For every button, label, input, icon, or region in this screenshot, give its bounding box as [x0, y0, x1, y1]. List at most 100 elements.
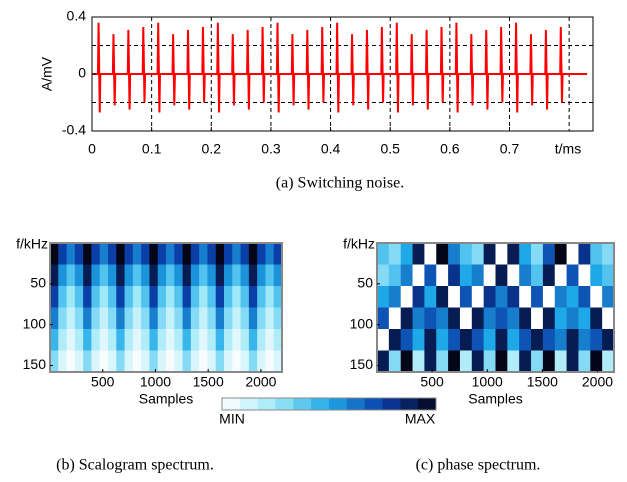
heatmap-cell: [507, 329, 520, 351]
heatmap-cell: [232, 243, 242, 265]
heatmap-cell: [273, 350, 283, 373]
heatmap-cell: [108, 243, 117, 265]
heatmap-cell: [66, 307, 76, 330]
heatmap-cell: [377, 286, 390, 308]
heatmap-cell: [66, 264, 76, 287]
heatmap-cell: [108, 350, 117, 373]
heatmap-cell: [459, 350, 473, 373]
heatmap-cell: [566, 264, 579, 287]
heatmap-cell: [190, 350, 200, 373]
heatmap-cell: [240, 243, 250, 265]
heatmap-cell: [388, 329, 402, 351]
heatmap-cell: [108, 329, 117, 351]
heatmap-cell: [590, 243, 603, 265]
x-axis-label: Samples: [468, 391, 522, 407]
heatmap-cell: [412, 264, 425, 287]
heatmap-cell: [232, 264, 242, 287]
heatmap-cell: [132, 243, 142, 265]
heatmap-cell: [50, 307, 59, 330]
heatmap-cell: [388, 264, 402, 287]
heatmap-cell: [157, 350, 167, 373]
heatmap-cell: [554, 307, 568, 330]
heatmap-cell: [83, 307, 92, 330]
heatmap-cell: [590, 350, 603, 373]
heatmap-cell: [132, 350, 142, 373]
heatmap-cell: [471, 243, 485, 265]
x-tick-label: 1500: [527, 374, 558, 390]
heatmap-cell: [240, 286, 250, 308]
heatmap-cell: [248, 286, 258, 308]
heatmap-cell: [66, 286, 76, 308]
heatmap-cell: [199, 350, 208, 373]
heatmap-cell: [157, 243, 167, 265]
x-axis-label: Samples: [139, 391, 193, 407]
heatmap-cell: [602, 350, 615, 373]
y-tick-label: 0: [78, 65, 86, 81]
heatmap-cell: [602, 286, 615, 308]
heatmap-cell: [602, 264, 615, 287]
heatmap-cell: [495, 286, 508, 308]
heatmap-cell: [483, 243, 496, 265]
heatmap-cell: [542, 350, 556, 373]
colorbar-min-label: MIN: [219, 411, 245, 427]
heatmap-cell: [542, 329, 556, 351]
heatmap-cell: [182, 286, 192, 308]
heatmap-cell: [554, 329, 568, 351]
heatmap-cell: [182, 307, 192, 330]
heatmap-cell: [132, 329, 142, 351]
heatmap-cell: [141, 307, 150, 330]
heatmap-cell: [531, 307, 544, 330]
heatmap-cell: [495, 243, 508, 265]
heatmap-cell: [83, 264, 92, 287]
heatmap-cell: [578, 286, 591, 308]
x-tick-label: 0.1: [142, 141, 162, 157]
heatmap-cell: [424, 286, 437, 308]
heatmap-cell: [412, 350, 425, 373]
heatmap-cell: [265, 350, 275, 373]
heatmap-cell: [566, 350, 579, 373]
heatmap-cell: [412, 329, 425, 351]
heatmap-cell: [157, 264, 167, 287]
heatmap-cell: [257, 264, 266, 287]
heatmap-cell: [578, 350, 591, 373]
heatmap-cell: [602, 307, 615, 330]
heatmap-cell: [483, 307, 496, 330]
heatmap-cell: [132, 307, 142, 330]
heatmap-cell: [471, 286, 485, 308]
heatmap-cell: [141, 264, 150, 287]
heatmap-cell: [590, 286, 603, 308]
colorbar-block: [257, 398, 276, 410]
heatmap-cell: [99, 286, 109, 308]
heatmap-cell: [566, 329, 579, 351]
heatmap-cell: [448, 264, 461, 287]
x-axis-label: t/ms: [555, 141, 581, 157]
heatmap-cell: [377, 264, 390, 287]
colorbar-block: [329, 398, 348, 410]
heatmap-cell: [83, 350, 92, 373]
colorbar-block: [311, 398, 330, 410]
heatmap-cell: [207, 350, 217, 373]
heatmap-cell: [50, 350, 59, 373]
colorbar-block: [239, 398, 259, 410]
heatmap-cell: [542, 286, 556, 308]
heatmap-cell: [519, 307, 532, 330]
heatmap-cell: [182, 350, 192, 373]
heatmap-cell: [483, 286, 496, 308]
heatmap-cell: [519, 264, 532, 287]
caption: (b) Scalogram spectrum.: [56, 457, 214, 474]
heatmap-cell: [199, 286, 208, 308]
heatmap-cell: [83, 286, 92, 308]
x-tick-label: 1500: [193, 374, 224, 390]
heatmap-cell: [459, 329, 473, 351]
heatmap-cell: [542, 243, 556, 265]
x-tick-label: 0.4: [321, 141, 341, 157]
heatmap-cell: [377, 307, 390, 330]
heatmap-cell: [507, 264, 520, 287]
heatmap-cell: [108, 264, 117, 287]
heatmap-cell: [459, 307, 473, 330]
colorbar-block: [418, 398, 437, 410]
heatmap-cell: [74, 286, 84, 308]
heatmap-cell: [224, 243, 233, 265]
heatmap-cell: [232, 307, 242, 330]
heatmap-cell: [199, 264, 208, 287]
